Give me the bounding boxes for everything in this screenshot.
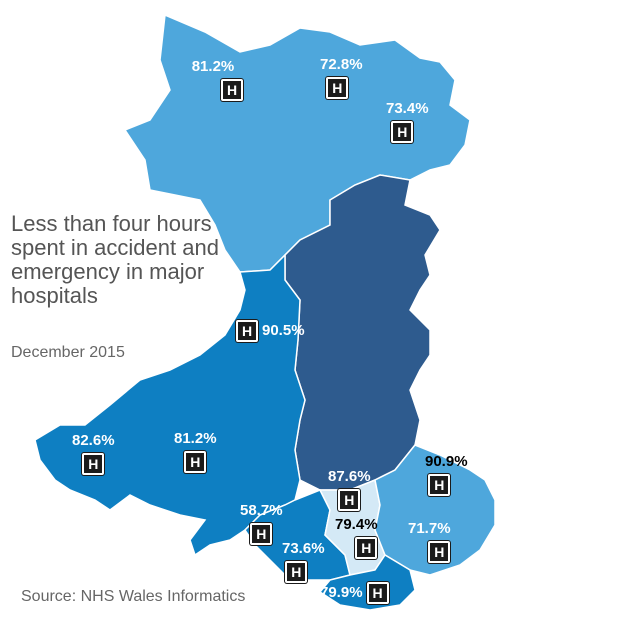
hospital-h-icon: H (391, 121, 414, 143)
hospital-h-icon: H (428, 541, 451, 563)
hospital-h-icon: H (285, 561, 308, 583)
hospital-h-icon: H (250, 523, 273, 545)
hospital-marker: 73.6% H (282, 540, 325, 583)
map-title: Less than four hours spent in accident a… (11, 211, 219, 308)
hospital-value: 73.6% (282, 540, 325, 557)
hospital-h-icon: H (338, 489, 361, 511)
hospital-h-icon: H (326, 77, 349, 99)
hospital-marker: 81.2% H (183, 58, 243, 101)
hospital-h-icon: H (366, 582, 389, 604)
hospital-marker: 73.4% H (386, 100, 429, 143)
hospital-marker: 72.8% H (320, 56, 363, 99)
hospital-marker: 90.9% H (425, 453, 468, 496)
hospital-marker: 82.6% H (72, 432, 115, 475)
hospital-h-icon: H (355, 537, 378, 559)
map-subtitle: December 2015 (11, 344, 125, 361)
hospital-marker: 71.7% H (408, 520, 451, 563)
hospital-value: 81.2% (191, 58, 235, 75)
hospital-value: 73.4% (386, 100, 429, 117)
hospital-h-icon: H (236, 320, 258, 342)
hospital-value: 58.7% (240, 502, 283, 519)
hospital-value: 87.6% (328, 468, 371, 485)
hospital-marker: 79.4% H (335, 516, 378, 559)
hospital-h-icon: H (428, 474, 451, 496)
source-note: Source: NHS Wales Informatics (21, 588, 246, 605)
region-south-east (374, 444, 496, 576)
hospital-value: 81.2% (174, 430, 217, 447)
hospital-value: 72.8% (320, 56, 363, 73)
hospital-h-icon: H (221, 79, 243, 101)
hospital-marker: 81.2% H (174, 430, 217, 473)
hospital-h-icon: H (184, 451, 207, 473)
hospital-marker: 87.6% H (328, 468, 371, 511)
hospital-value: 79.4% (335, 516, 378, 533)
hospital-value: 71.7% (408, 520, 451, 537)
hospital-marker: H 90.5% (236, 320, 305, 342)
hospital-marker: 58.7% H (240, 502, 283, 545)
hospital-value: 90.5% (262, 322, 305, 339)
hospital-h-icon: H (82, 453, 105, 475)
hospital-value: 79.9% (320, 584, 363, 601)
hospital-marker: 79.9% H (320, 582, 389, 604)
hospital-value: 82.6% (72, 432, 115, 449)
hospital-value: 90.9% (425, 453, 468, 470)
